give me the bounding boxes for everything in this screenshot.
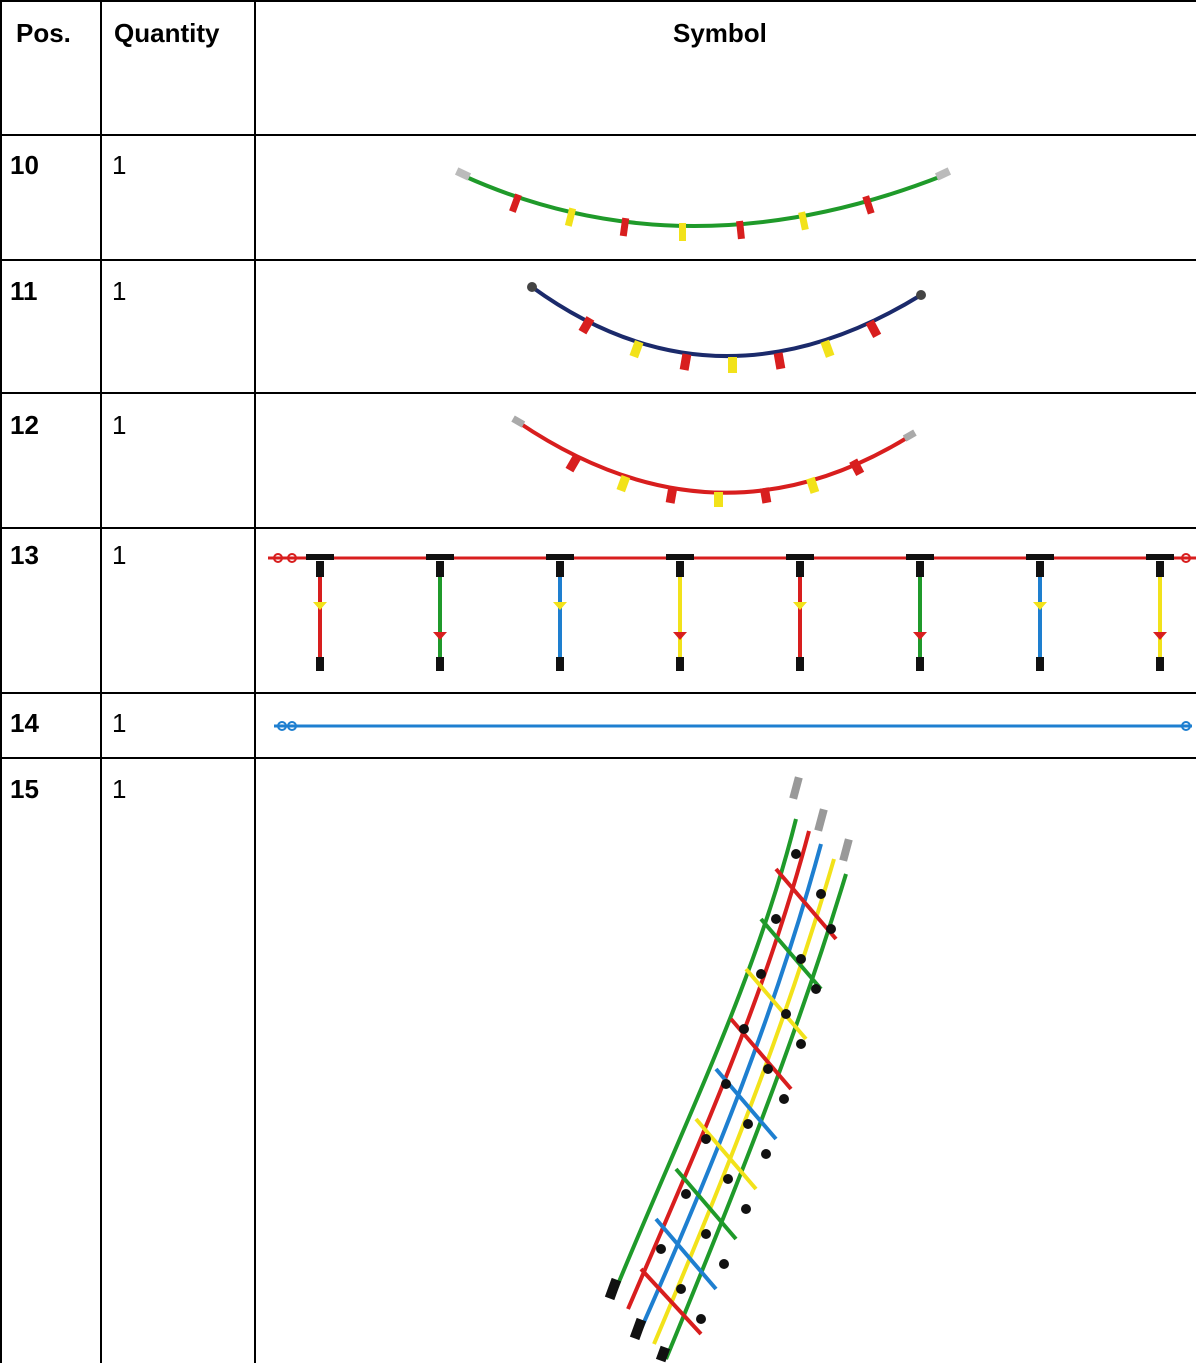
symbol-rope-net-ladder (256, 759, 1196, 1363)
row-pos: 12 (10, 410, 39, 440)
symbol-straight-blue-rope (256, 694, 1196, 757)
straight-blue-rope-icon (274, 721, 1192, 731)
row-quantity: 1 (112, 276, 127, 306)
table-rule (100, 0, 102, 1363)
table-rule (0, 392, 1196, 394)
row-quantity: 1 (112, 774, 127, 804)
table-rule (0, 259, 1196, 261)
row-quantity: 1 (112, 410, 127, 440)
table-rule (0, 757, 1196, 759)
symbol-navy-rope-arc (256, 261, 1196, 392)
table-rule (0, 0, 1196, 2)
row-pos: 10 (10, 150, 39, 180)
rope-net-ladder-icon (604, 776, 853, 1363)
green-rope-arc-icon (454, 167, 952, 241)
table-rule (0, 134, 1196, 136)
row-quantity: 1 (112, 540, 127, 570)
row-pos: 11 (10, 276, 38, 306)
row-quantity: 1 (112, 708, 127, 738)
row-pos: 14 (10, 708, 39, 738)
table-rule (254, 0, 256, 1363)
header-quantity: Quantity (114, 18, 220, 48)
header-symbol: Symbol (673, 18, 767, 48)
symbol-green-rope-arc (256, 136, 1196, 259)
table-rule (0, 527, 1196, 529)
symbol-red-rope-arc (256, 394, 1196, 527)
navy-rope-arc-icon (527, 282, 926, 373)
header-pos: Pos. (16, 18, 71, 48)
red-rope-arc-icon (511, 415, 917, 507)
row-quantity: 1 (112, 150, 127, 180)
table-rule (0, 0, 2, 1363)
row-pos: 13 (10, 540, 39, 570)
rope-bar-drops-icon (268, 553, 1196, 671)
row-pos: 15 (10, 774, 39, 804)
symbol-rope-bar-with-drops (256, 529, 1196, 692)
table-rule (0, 692, 1196, 694)
